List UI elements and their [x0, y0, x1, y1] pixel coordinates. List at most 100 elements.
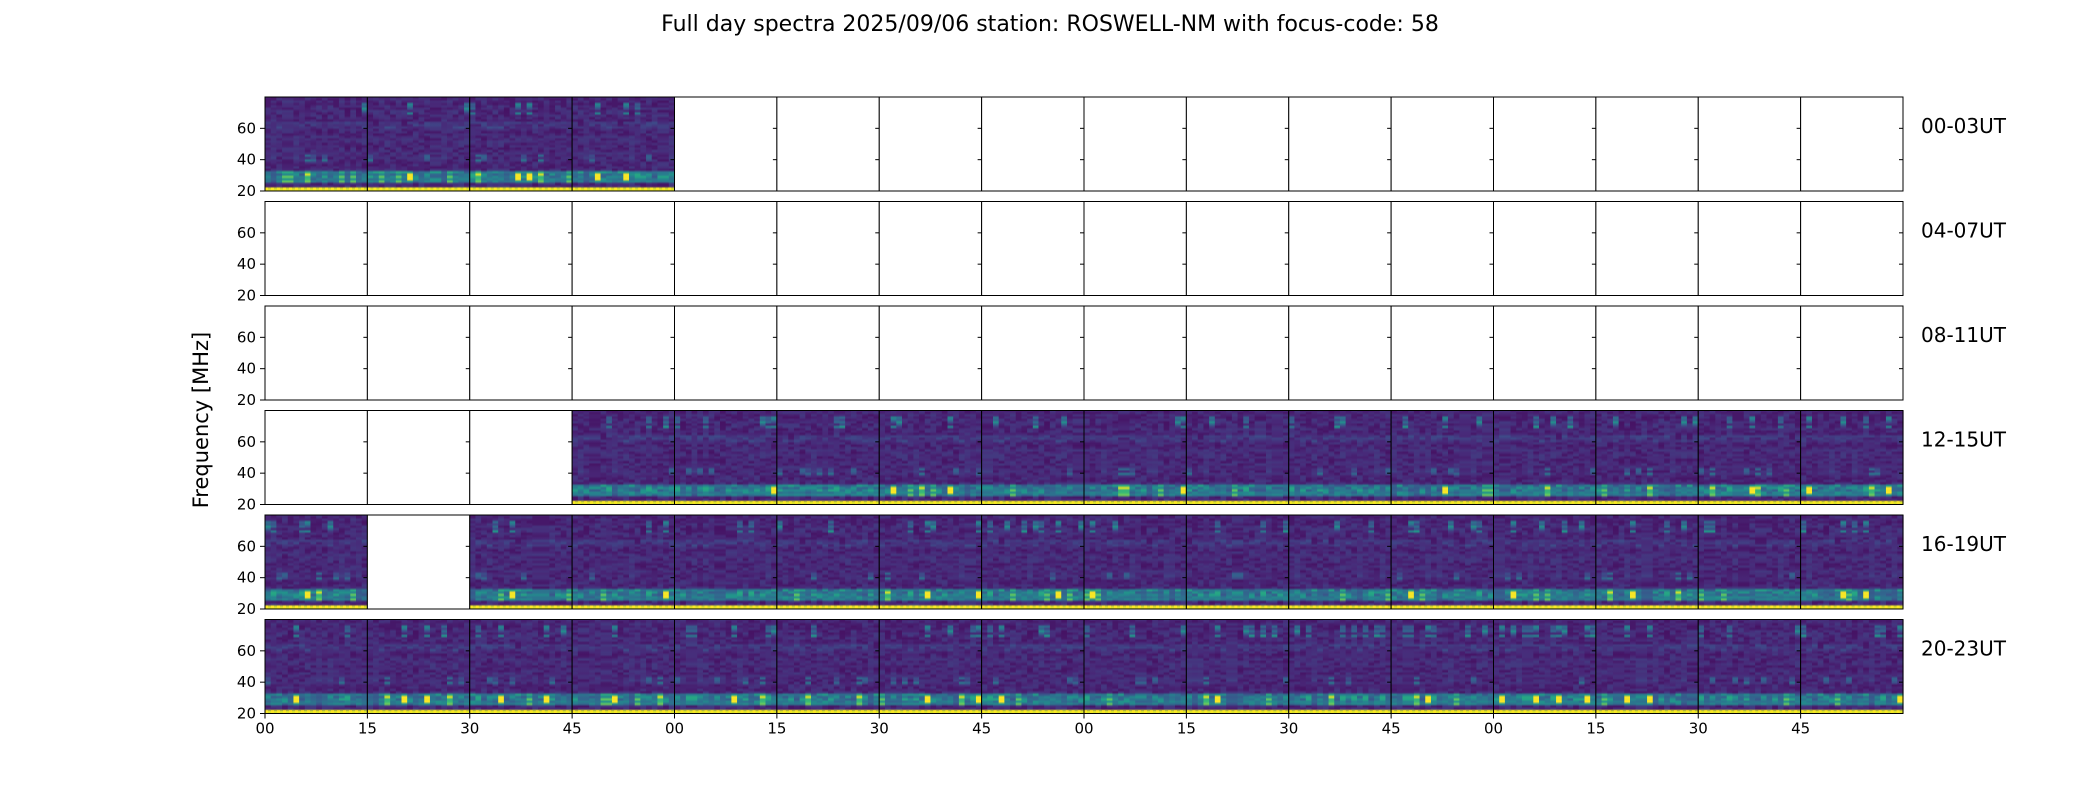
spectrum-cell — [469, 97, 573, 191]
spectra-row: 20 40 60 20-23UT — [237, 619, 2007, 723]
spectrum-cell — [265, 619, 368, 714]
empty-cell — [776, 97, 880, 191]
spectrum-cell — [1084, 619, 1187, 714]
spectrum-cell — [1493, 515, 1597, 609]
spectrum-cell — [1288, 619, 1392, 714]
x-tick-label: 00 — [1484, 720, 1503, 738]
spectrum-cell — [1493, 619, 1597, 714]
empty-cell — [879, 306, 982, 400]
empty-cell — [1391, 201, 1494, 296]
empty-cell — [1391, 97, 1494, 191]
spectra-row: 20 40 60 08-11UT — [237, 305, 2007, 409]
x-tick-label: 30 — [460, 720, 479, 738]
spectrum-cell — [879, 619, 983, 714]
empty-cell — [1493, 97, 1596, 191]
spectrum-cell — [572, 619, 676, 714]
spectrum-cell — [265, 97, 368, 191]
spectrum-cell — [1288, 515, 1392, 609]
empty-cell — [265, 306, 368, 400]
y-tick-label: 40 — [237, 360, 256, 378]
spectrum-cell — [1186, 410, 1290, 505]
empty-cell — [367, 201, 470, 296]
panel-frame — [1800, 305, 1904, 401]
empty-cell — [776, 306, 880, 400]
empty-cell — [1595, 201, 1699, 296]
empty-cell — [367, 515, 470, 609]
empty-cell — [981, 97, 1084, 191]
empty-cell — [572, 306, 675, 400]
empty-cell — [572, 201, 675, 296]
spectrum-cell — [674, 515, 778, 609]
spectrum-cell — [674, 410, 778, 505]
empty-cell — [1698, 97, 1801, 191]
spectrum-cell — [1698, 410, 1802, 505]
empty-cell — [1698, 201, 1801, 296]
spectrum-cell — [1391, 619, 1495, 714]
empty-cell — [1391, 306, 1494, 400]
empty-cell — [1493, 306, 1596, 400]
x-tick-label: 45 — [1382, 720, 1401, 738]
spectrum-cell — [1493, 410, 1597, 505]
y-tick-label: 40 — [237, 255, 256, 273]
empty-cell — [265, 201, 368, 296]
spectrum-cell — [1288, 410, 1392, 505]
x-tick-label: 00 — [665, 720, 684, 738]
x-tick-label: 45 — [972, 720, 991, 738]
x-tick-label: 30 — [1279, 720, 1298, 738]
x-tick-label: 15 — [767, 720, 786, 738]
row-label: 16-19UT — [1921, 532, 2007, 556]
empty-cell — [879, 201, 982, 296]
y-tick-label: 20 — [237, 600, 256, 618]
spectrum-cell — [1800, 515, 1904, 609]
empty-cell — [1084, 97, 1187, 191]
spectrum-cell — [1186, 619, 1290, 714]
spectrum-cell — [572, 515, 676, 609]
empty-cell — [1800, 97, 1903, 191]
y-tick-label: 60 — [237, 642, 256, 660]
empty-cell — [1595, 306, 1699, 400]
spectrum-cell — [1391, 515, 1495, 609]
y-tick-label: 20 — [237, 496, 256, 514]
spectrum-cell — [469, 515, 573, 609]
empty-cell — [1288, 306, 1392, 400]
y-tick-label: 60 — [237, 224, 256, 242]
spectrum-cell — [981, 410, 1085, 505]
spectrum-cell — [674, 619, 778, 714]
empty-cell — [1698, 306, 1801, 400]
empty-cell — [1084, 306, 1187, 400]
spectrum-cell — [367, 97, 471, 191]
x-tick-label: 00 — [255, 720, 274, 738]
empty-cell — [265, 410, 368, 505]
empty-cell — [469, 410, 573, 505]
spectrum-cell — [1595, 410, 1699, 505]
spectra-row: 20 40 60 00-03UT — [237, 96, 2007, 200]
y-tick-label: 40 — [237, 464, 256, 482]
spectrum-cell — [1186, 515, 1290, 609]
empty-cell — [1288, 201, 1392, 296]
empty-cell — [674, 306, 777, 400]
x-tick-label: 15 — [358, 720, 377, 738]
empty-cell — [1186, 201, 1289, 296]
y-tick-label: 60 — [237, 433, 256, 451]
spectrum-cell — [879, 515, 983, 609]
empty-cell — [1800, 201, 1903, 296]
spectrum-cell — [1800, 410, 1904, 505]
spectrum-cell — [572, 410, 676, 505]
spectrum-cell — [1800, 619, 1904, 714]
spectrum-cell — [776, 619, 880, 714]
spectrum-cell — [1698, 515, 1802, 609]
x-tick-label: 15 — [1586, 720, 1605, 738]
x-tick-label: 15 — [1177, 720, 1196, 738]
y-tick-label: 60 — [237, 537, 256, 555]
y-tick-label: 20 — [237, 705, 256, 723]
empty-cell — [469, 201, 573, 296]
empty-cell — [1595, 97, 1699, 191]
empty-cell — [981, 306, 1084, 400]
chart-title: Full day spectra 2025/09/06 station: ROS… — [661, 12, 1439, 37]
spectra-row: 20 40 60 12-15UT — [237, 410, 2007, 514]
spectrum-cell — [265, 515, 368, 609]
spectrum-cell — [1595, 515, 1699, 609]
x-tick-label: 00 — [1074, 720, 1093, 738]
panel-frame — [1800, 201, 1904, 296]
empty-cell — [469, 306, 573, 400]
